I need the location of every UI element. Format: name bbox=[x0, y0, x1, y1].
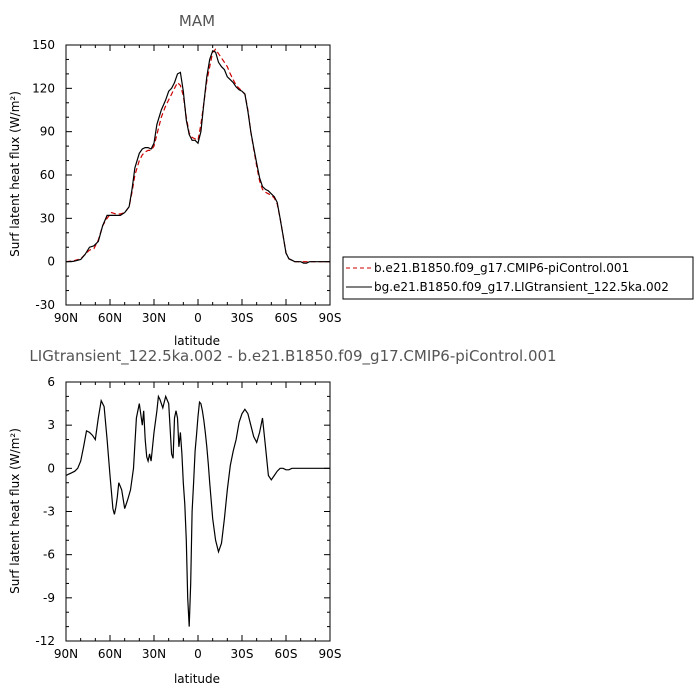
top-series-line-1 bbox=[65, 49, 330, 264]
top-y-tick-label: 30 bbox=[40, 211, 55, 225]
top-x-tick-label: 60N bbox=[98, 311, 122, 325]
top-y-tick-label: 120 bbox=[32, 81, 55, 95]
legend-label-1: bg.e21.B1850.f09_g17.LIGtransient_122.5k… bbox=[374, 280, 669, 294]
bottom-y-tick-label: -3 bbox=[43, 505, 55, 519]
top-y-tick-label: 0 bbox=[47, 255, 55, 269]
legend-box bbox=[342, 256, 694, 300]
bottom-y-tick-label: -6 bbox=[43, 548, 55, 562]
bottom-x-tick-label: 60S bbox=[275, 647, 298, 661]
bottom-x-tick-label: 30N bbox=[142, 647, 166, 661]
bottom-panel-series bbox=[65, 394, 330, 627]
top-x-tick-label: 0 bbox=[194, 311, 202, 325]
top-x-tick-label: 60S bbox=[275, 311, 298, 325]
bottom-panel-ylabel: Surf latent heat flux (W/m²) bbox=[8, 428, 22, 594]
top-panel-ticks: 90N 60N 30N 0 30S 60S 90S -30 0 30 60 90 120 150 bbox=[32, 38, 341, 325]
top-panel-ylabel: Surf latent heat flux (W/m²) bbox=[8, 91, 22, 257]
top-panel-frame bbox=[65, 44, 331, 306]
top-panel-series bbox=[65, 48, 330, 264]
legend: b.e21.B1850.f09_g17.CMIP6-piControl.001 … bbox=[342, 256, 694, 300]
top-x-tick-label: 30S bbox=[231, 311, 254, 325]
bottom-y-tick-label: -12 bbox=[35, 634, 55, 648]
bottom-y-tick-label: -9 bbox=[43, 591, 55, 605]
bottom-x-tick-label: 90N bbox=[54, 647, 78, 661]
top-x-tick-label: 30N bbox=[142, 311, 166, 325]
top-y-tick-label: -30 bbox=[35, 298, 55, 312]
bottom-panel-xlabel: latitude bbox=[174, 672, 220, 686]
legend-label-0: b.e21.B1850.f09_g17.CMIP6-piControl.001 bbox=[374, 261, 629, 275]
bottom-y-tick-label: 6 bbox=[47, 375, 55, 389]
top-y-tick-label: 60 bbox=[40, 168, 55, 182]
top-panel-title: MAM bbox=[179, 12, 215, 30]
bottom-panel: LIGtransient_122.5ka.002 - b.e21.B1850.f… bbox=[8, 347, 557, 686]
bottom-x-tick-label: 60N bbox=[98, 647, 122, 661]
bottom-panel-frame bbox=[65, 381, 331, 642]
bottom-series-line-0 bbox=[65, 394, 330, 627]
bottom-x-tick-label: 90S bbox=[319, 647, 342, 661]
top-series-line-0 bbox=[65, 48, 330, 263]
bottom-y-tick-label: 0 bbox=[47, 461, 55, 475]
top-x-tick-label: 90N bbox=[54, 311, 78, 325]
bottom-x-tick-label: 0 bbox=[194, 647, 202, 661]
top-y-tick-label: 150 bbox=[32, 38, 55, 52]
bottom-y-tick-label: 3 bbox=[47, 418, 55, 432]
top-y-tick-label: 90 bbox=[40, 125, 55, 139]
top-panel: MAM Surf latent heat flux (W/m²) latitud… bbox=[8, 12, 341, 348]
bottom-x-tick-label: 30S bbox=[231, 647, 254, 661]
top-panel-xlabel: latitude bbox=[174, 334, 220, 348]
bottom-panel-title: LIGtransient_122.5ka.002 - b.e21.B1850.f… bbox=[29, 347, 556, 366]
top-x-tick-label: 90S bbox=[319, 311, 342, 325]
